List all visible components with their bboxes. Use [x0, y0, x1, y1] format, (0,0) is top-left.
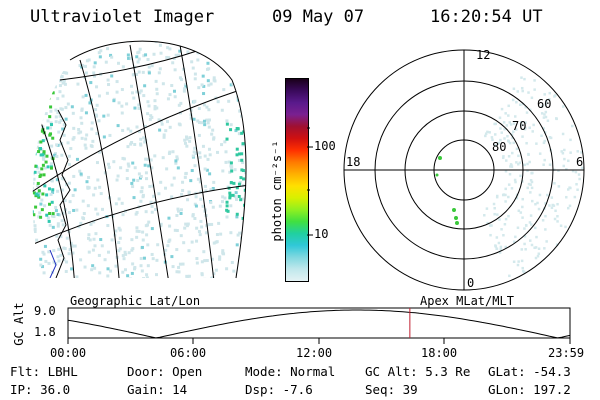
mlt-label-18: 18 — [346, 155, 361, 169]
info-dsp: Dsp: -7.6 — [245, 382, 313, 397]
mlat-label-60: 60 — [537, 97, 552, 111]
mlat-label-80: 80 — [492, 140, 507, 154]
emission-pixels — [32, 41, 246, 278]
mlt-label-0: 0 — [467, 276, 475, 290]
info-gain: Gain: 14 — [127, 382, 188, 397]
time-tick-0000: 00:00 — [50, 346, 87, 360]
info-mode: Mode: Normal — [245, 364, 336, 379]
info-gc-alt: GC Alt: 5.3 Re — [365, 364, 471, 379]
time-tick-0600: 06:00 — [170, 346, 207, 360]
instrument-title: Ultraviolet Imager — [30, 7, 215, 27]
colorbar-tick-100: 100 — [314, 139, 336, 153]
info-door: Door: Open — [127, 364, 203, 379]
mlt-label-6: 6 — [576, 155, 584, 169]
mlt-label-12: 12 — [476, 48, 491, 62]
observation-time: 16:20:54 UT — [430, 7, 543, 27]
colorbar-tick-10: 10 — [314, 227, 329, 241]
time-tick-1200: 12:00 — [296, 346, 333, 360]
altitude-ytick-top: 9.0 — [34, 304, 56, 318]
time-tick-2359: 23:59 — [548, 346, 585, 360]
observation-date: 09 May 07 — [272, 7, 365, 27]
geographic-caption: Geographic Lat/Lon — [70, 294, 201, 308]
altitude-ytick-bottom: 1.8 — [34, 325, 56, 339]
mlat-label-70: 70 — [512, 119, 527, 133]
info-ip: IP: 36.0 — [10, 382, 71, 397]
time-tick-1800: 18:00 — [421, 346, 458, 360]
info-flt: Flt: LBHL — [10, 364, 78, 379]
info-glon: GLon: 197.2 — [488, 382, 571, 397]
info-seq: Seq: 39 — [365, 382, 418, 397]
colorbar — [285, 78, 309, 282]
apex-caption: Apex MLat/MLT — [420, 294, 514, 308]
info-glat: GLat: -54.3 — [488, 364, 571, 379]
